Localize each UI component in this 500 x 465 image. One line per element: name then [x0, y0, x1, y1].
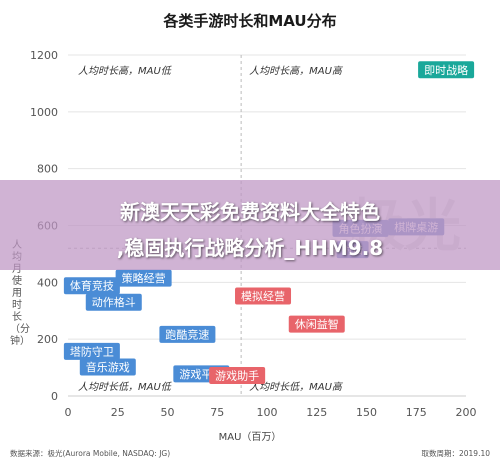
data-point-label: 动作格斗 — [92, 295, 136, 309]
data-point-label: 即时战略 — [424, 63, 468, 77]
data-point: 塔防守卫 — [63, 342, 120, 360]
data-point: 音乐游戏 — [79, 358, 136, 376]
x-tick-label: 150 — [356, 406, 377, 419]
data-point-box — [85, 293, 142, 311]
x-tick-label: 175 — [406, 406, 427, 419]
data-point: 模拟经营 — [235, 287, 292, 305]
x-tick-label: 125 — [306, 406, 327, 419]
footer-source: 数据来源：极光(Aurora Mobile, NASDAQ: JG) — [10, 449, 171, 458]
footer-date: 取数周期：2019.10 — [421, 449, 490, 458]
data-point-label: 策略经营 — [122, 271, 166, 285]
quadrant-label-top-right: 人均时长高，MAU高 — [249, 65, 344, 77]
data-point-label: 体育竞技 — [70, 279, 114, 293]
x-tick-label: 100 — [257, 406, 278, 419]
x-tick-label: 75 — [210, 406, 224, 419]
data-point-label: 塔防守卫 — [70, 344, 114, 358]
data-point-box — [79, 358, 136, 376]
quadrant-label-top-left: 人均时长高，MAU低 — [78, 65, 173, 77]
y-tick-label: 1200 — [30, 49, 58, 62]
data-point-box — [63, 277, 120, 295]
data-point-box — [209, 367, 266, 385]
data-point-box — [115, 269, 172, 287]
x-tick-label: 25 — [111, 406, 125, 419]
quadrant-label-bottom-right: 人均时长低，MAU高 — [249, 381, 344, 393]
data-point-label: 音乐游戏 — [86, 360, 130, 374]
data-point-box — [288, 315, 345, 333]
data-point-box — [418, 61, 475, 79]
overlay-text-line-1: 新澳天天彩免费资料大全特色 — [120, 200, 380, 224]
x-axis-label: MAU（百万） — [218, 432, 282, 443]
data-point: 游戏助手 — [209, 367, 266, 385]
y-tick-label: 400 — [37, 276, 58, 289]
data-point: 休闲益智 — [288, 315, 345, 333]
y-tick-label: 200 — [37, 333, 58, 346]
overlay-banner — [0, 180, 500, 270]
y-tick-label: 1000 — [30, 106, 58, 119]
data-point: 即时战略 — [418, 61, 475, 79]
x-tick-label: 50 — [161, 406, 175, 419]
quadrant-label-bottom-left: 人均时长低，MAU低 — [78, 381, 173, 393]
data-point: 策略经营 — [115, 269, 172, 287]
data-point-label: 游戏助手 — [215, 369, 259, 383]
data-point-box — [159, 325, 216, 343]
data-point: 动作格斗 — [85, 293, 142, 311]
y-tick-label: 800 — [37, 163, 58, 176]
chart-title: 各类手游时长和MAU分布 — [163, 12, 337, 30]
overlay-text-line-2: ,稳固执行战略分析_HHM9.8 — [116, 236, 384, 260]
data-point-box — [235, 287, 292, 305]
data-point-label: 休闲益智 — [295, 317, 339, 331]
data-point: 跑酷竞速 — [159, 325, 216, 343]
x-tick-label: 200 — [456, 406, 477, 419]
data-point-label: 模拟经营 — [241, 289, 285, 303]
x-tick-label: 0 — [65, 406, 72, 419]
data-point: 体育竞技 — [63, 277, 120, 295]
data-point-label: 跑酷竞速 — [165, 327, 209, 341]
data-point-box — [63, 342, 120, 360]
y-tick-label: 0 — [51, 390, 58, 403]
